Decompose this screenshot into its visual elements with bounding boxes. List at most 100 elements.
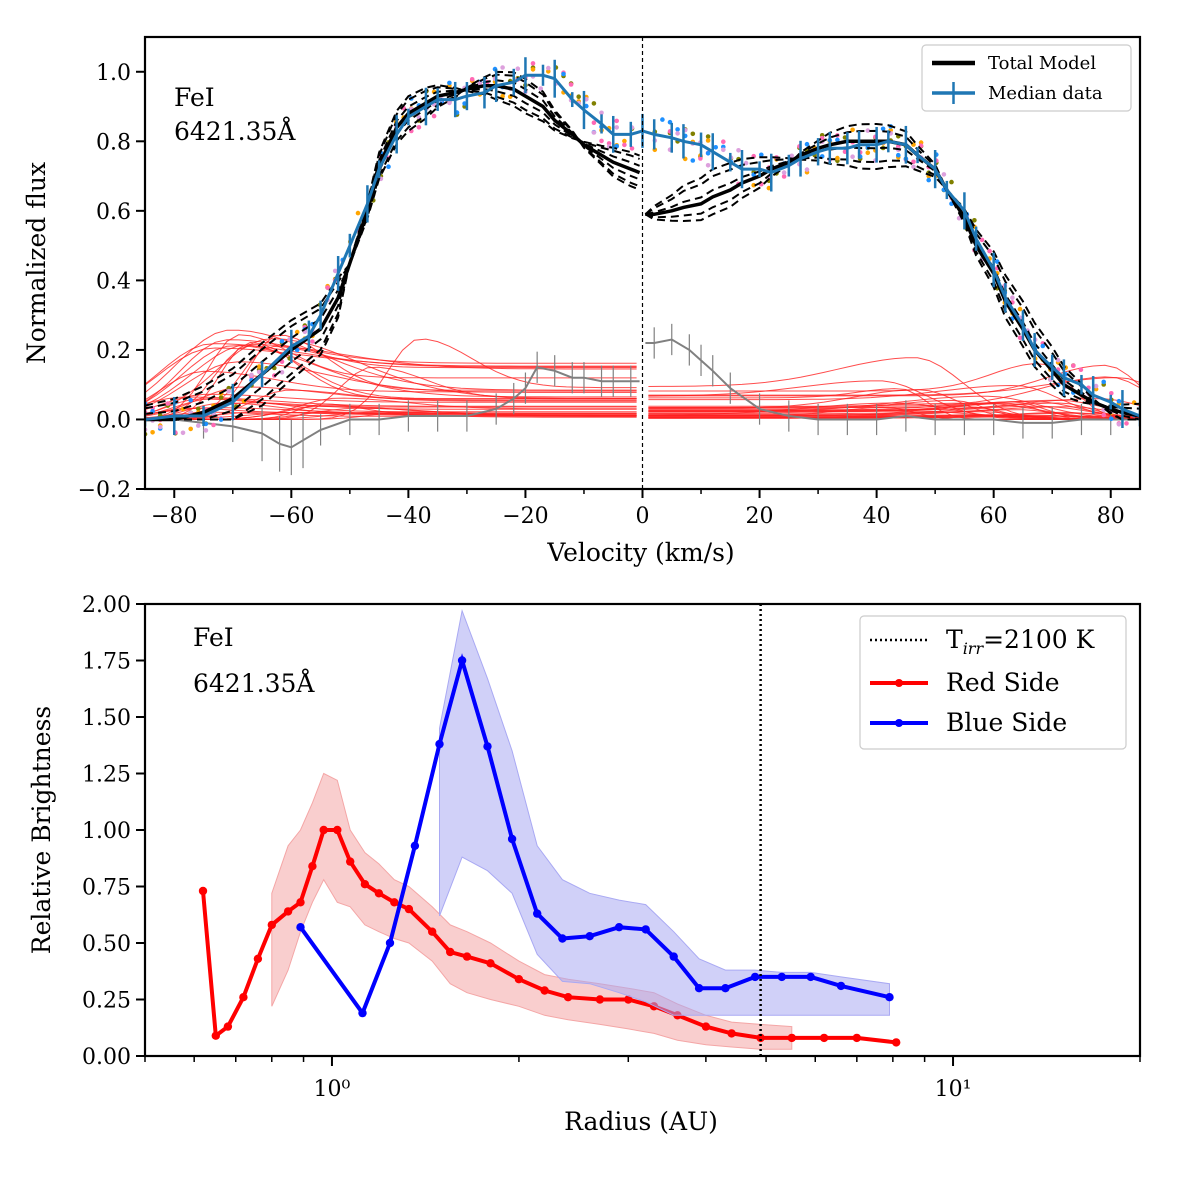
red-side-series (198, 772, 901, 1050)
observation-dot (416, 125, 422, 130)
observation-dot (629, 146, 635, 151)
red-side-point (333, 825, 342, 835)
blue-side-point (410, 841, 420, 850)
observation-dot (1124, 421, 1129, 426)
observation-dot (987, 248, 992, 254)
blue-side-point (385, 938, 395, 948)
brightness-plot-area (198, 604, 901, 1056)
observation-dot (530, 61, 536, 66)
ring-component-curve (145, 396, 637, 407)
legend-tirr-label: Tirr=2100 K (946, 625, 1096, 658)
observation-dot (721, 147, 726, 153)
observation-dot (705, 134, 711, 139)
residual-line-red (645, 338, 1140, 424)
observation-dot (196, 406, 201, 412)
spectrum-x-ticks: −80 −60 −40 −20 0 20 40 60 80 (151, 489, 1125, 529)
ring-component-curve (648, 406, 1140, 420)
red-side-point (701, 1022, 711, 1031)
red-side-point (346, 857, 355, 866)
observation-dot (515, 66, 521, 71)
observation-dot (911, 164, 916, 170)
observation-dot (1109, 416, 1114, 422)
red-side-point (296, 898, 305, 907)
red-side-point (486, 959, 495, 968)
blue-side-point (457, 656, 467, 665)
observation-dot (447, 80, 452, 86)
observation-dot (622, 138, 627, 144)
x-tick-label: 80 (1097, 504, 1125, 529)
observation-dot (530, 67, 536, 72)
red-side-point (283, 907, 293, 916)
red-side-point (787, 1033, 796, 1043)
y-tick-label: 0.2 (96, 339, 131, 364)
observation-dot (180, 430, 186, 436)
observation-dot (469, 77, 475, 82)
observation-dot (279, 370, 285, 375)
blue-side-point (750, 972, 760, 982)
observation-dot (911, 159, 916, 165)
brightness-y-axis-label: Relative Brightness (27, 706, 56, 954)
blue-side-point (507, 834, 517, 844)
observation-dot (721, 139, 726, 144)
observation-dot (1078, 367, 1084, 373)
observation-dot (165, 401, 171, 406)
blue-side-point (885, 993, 894, 1002)
spectrum-y-axis-label: Normalized flux (22, 162, 51, 364)
observation-dot (835, 155, 840, 161)
y-tick-label: 0.50 (82, 932, 131, 957)
red-side-point (852, 1033, 861, 1043)
spectrum-panel: −80 −60 −40 −20 0 20 40 60 80 −0.2 0.0 0.2 0.4 0.6 0.… (22, 35, 1142, 567)
blue-side-point (483, 742, 492, 751)
red-side-point (374, 889, 384, 898)
observation-dot (880, 126, 886, 132)
red-side-uncertainty-band (271, 772, 793, 1050)
red-side-point (540, 986, 549, 995)
ring-component-curve (648, 402, 1140, 420)
red-side-point (319, 825, 328, 835)
observation-dot (1071, 363, 1076, 369)
y-tick-label: 1.0 (96, 61, 131, 86)
observation-dot (188, 426, 193, 432)
observation-dot (310, 339, 315, 344)
red-side-point (595, 995, 605, 1004)
ring-component-curve (145, 370, 637, 401)
observation-dot (294, 329, 300, 335)
observation-dot (279, 338, 285, 344)
blue-side-point (558, 934, 567, 943)
red-side-line (201, 828, 897, 1045)
red-side-point (892, 1038, 901, 1047)
red-side-point (428, 927, 437, 936)
observation-dot (568, 82, 574, 87)
blue-side-point (585, 932, 594, 941)
spectrum-legend: Total Model Median data (921, 44, 1132, 112)
brightness-x-axis-label: Radius (AU) (564, 1107, 718, 1136)
blue-side-point (614, 923, 624, 932)
brightness-annotation-wavelength: 6421.35Å (193, 668, 315, 698)
observation-dot (226, 388, 231, 394)
observation-dot (355, 210, 361, 216)
red-side-point (239, 993, 248, 1002)
red-side-point (253, 954, 263, 963)
blue-side-point (777, 972, 786, 982)
observation-dot (1101, 412, 1106, 418)
median-data-line (145, 73, 1140, 421)
ring-component-curve (145, 393, 637, 411)
observation-dot (218, 417, 224, 422)
brightness-y-ticks: 0.00 0.25 0.50 0.75 1.00 1.25 1.50 1.75 2.00 (82, 593, 145, 1070)
blue-side-point (641, 925, 650, 934)
ring-component-curve (648, 398, 1140, 412)
observation-dot (949, 179, 954, 185)
observation-dot (294, 347, 300, 353)
observation-dot (972, 218, 977, 223)
x-tick-label: 0 (636, 504, 650, 529)
observation-dot (660, 117, 665, 122)
x-tick-label: 40 (863, 504, 891, 529)
legend-total-model-label: Total Model (988, 53, 1096, 74)
median-data-series (145, 57, 1140, 436)
y-tick-label: −0.2 (78, 478, 131, 503)
observation-dot (477, 81, 483, 86)
y-tick-label: 0.25 (82, 989, 131, 1014)
observation-dot (591, 130, 597, 135)
observation-dot (1093, 383, 1099, 389)
